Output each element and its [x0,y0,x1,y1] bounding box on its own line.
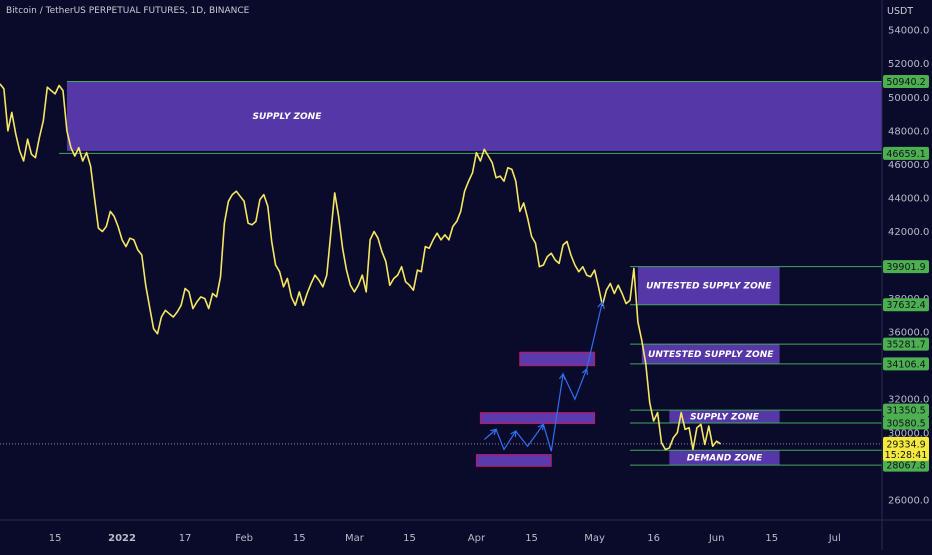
price-badge [883,357,929,371]
x-tick-label: 15 [765,533,778,544]
x-tick-label: 2022 [108,533,136,544]
y-tick-label: 42000.0 [888,227,929,238]
zone-label: UNTESTED SUPPLY ZONE [648,350,774,360]
price-badge-label: 39901.9 [886,262,925,273]
price-badge [883,337,929,351]
y-tick-label: 30000.0 [888,428,929,439]
price-badge [883,403,929,417]
y-tick-label: 52000.0 [888,59,929,70]
zone-label-layer: SUPPLY ZONE UNTESTED SUPPLY ZONE UNTESTED … [253,112,775,463]
x-tick-label: 15 [49,533,62,544]
price-badges-layer: 50940.2 46659.1 39901.9 37632.4 35281.7 34106… [883,75,929,472]
x-tick-label: Jul [828,533,841,544]
marker-box [479,412,596,425]
price-badge [883,416,929,430]
x-tick-label: Apr [468,533,486,544]
price-badge [883,458,929,472]
arrow-head [510,430,517,438]
y-tick-label: 44000.0 [888,193,929,204]
zone-box [669,450,780,466]
x-tick-label: Mar [345,533,365,544]
y-tick-label: 32000.0 [888,395,929,406]
marker-layer [475,351,596,467]
arrow-layer [483,300,605,452]
price-badge-label: 31350.5 [886,406,925,417]
arrow-head [581,367,588,376]
y-tick-label: 50000.0 [888,93,929,104]
x-tick-label: Feb [235,533,253,544]
time-axis[interactable]: 15 2022 17 Feb 15 Mar 15 Apr 15 May 16 Jun 15 Jul [0,519,932,544]
x-tick-label: 15 [403,533,416,544]
y-tick-label: 54000.0 [888,26,929,37]
current-price-badge [883,436,929,461]
price-badge-label: 30580.5 [886,419,925,430]
price-badge-label: 46659.1 [886,149,925,160]
y-tick-label: 48000.0 [888,126,929,137]
y-tick-label: 36000.0 [888,328,929,339]
current-price-label: 29334.9 [886,439,925,450]
zone-box [669,410,780,424]
y-tick-label: 26000.0 [888,495,929,506]
price-badge-label: 28067.8 [886,461,925,472]
zone-layer [66,81,882,466]
marker-box [519,351,596,367]
arrow-head [537,423,545,431]
price-badge [883,146,929,160]
chart-title: Bitcoin / TetherUS PERPETUAL FUTURES, 1D… [6,6,250,16]
countdown-label: 15:28:41 [885,450,928,461]
zone-box [641,344,780,364]
level-lines-layer [0,81,882,466]
x-tick-label: 17 [179,533,192,544]
price-badge-label: 37632.4 [886,300,925,311]
zone-label: SUPPLY ZONE [690,413,760,423]
price-badge-label: 34106.4 [886,359,925,370]
zone-label: SUPPLY ZONE [253,112,323,122]
arrow-head [597,300,605,309]
price-badge [883,298,929,312]
price-badge-label: 35281.7 [886,340,925,351]
arrow-head [490,428,498,436]
x-tick-label: 16 [647,533,660,544]
arrow-head [558,372,566,380]
price-badge-label: 50940.2 [886,77,925,88]
zone-box [66,81,882,151]
zone-label: UNTESTED SUPPLY ZONE [646,282,772,292]
zone-label: DEMAND ZONE [687,454,763,464]
price-series-line [0,83,722,451]
x-tick-label: May [584,533,605,544]
x-tick-label: 15 [293,533,306,544]
price-line-layer [0,83,722,451]
price-badge [883,260,929,274]
marker-box [475,454,552,467]
y-tick-label: 46000.0 [888,160,929,171]
zone-box [637,266,780,305]
x-tick-label: Jun [708,533,725,544]
price-badge [883,75,929,89]
currency-label: USDT [887,6,914,17]
x-tick-label: 15 [525,533,538,544]
